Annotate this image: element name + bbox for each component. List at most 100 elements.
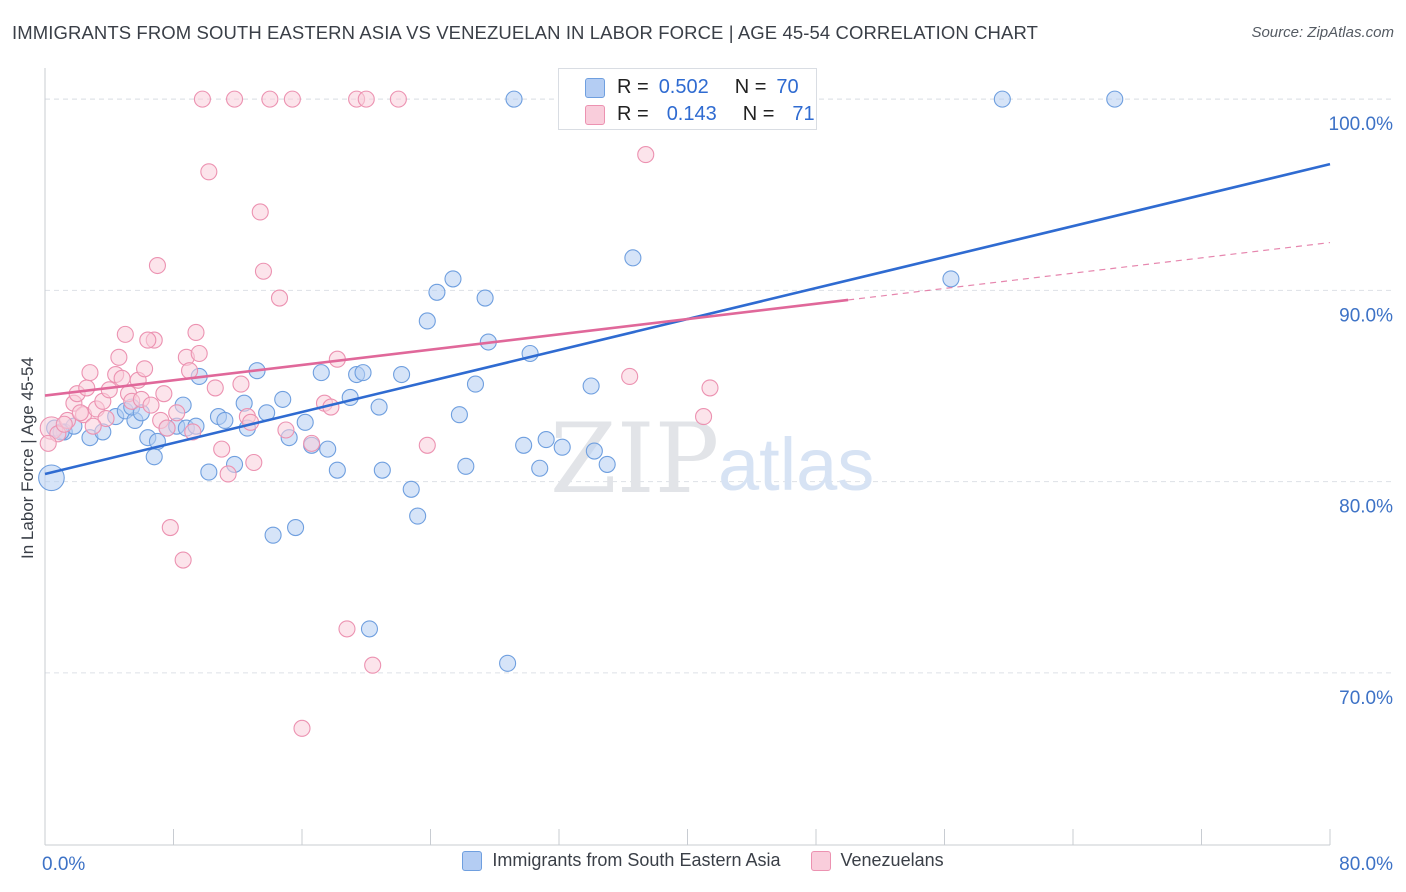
axis-layer — [44, 68, 1331, 846]
pink-point — [142, 396, 160, 414]
stats-row-blue: R = 0.502 N = 70 — [585, 76, 799, 99]
pink-point — [113, 369, 131, 387]
blue-swatch — [585, 77, 605, 98]
legend: Immigrants from South Eastern Asia Venez… — [0, 850, 1406, 871]
pink-point — [116, 325, 134, 343]
pink-point — [270, 289, 289, 307]
x-tick-label: 80.0% — [1339, 854, 1393, 875]
blue-point — [264, 526, 282, 544]
pink-point — [389, 90, 407, 108]
blue-point — [444, 270, 462, 288]
stats-row-pink: R = 0.143 N = 71 — [585, 103, 815, 126]
pink-point — [701, 379, 719, 397]
pink-point — [84, 417, 102, 435]
blue-point — [418, 312, 436, 330]
blue-point — [553, 438, 571, 456]
r-label: R = — [617, 103, 649, 125]
pink-point — [184, 423, 202, 441]
blue-point — [354, 364, 372, 382]
blue-point — [274, 390, 292, 408]
legend-item-blue[interactable]: Immigrants from South Eastern Asia — [462, 850, 781, 871]
pink-point — [174, 551, 192, 569]
pink-point — [139, 331, 157, 349]
y-tick-label: 90.0% — [1339, 305, 1393, 326]
pink-point — [254, 262, 273, 280]
pink-point — [158, 419, 176, 437]
pink-point — [283, 90, 301, 108]
pink-point — [357, 90, 375, 108]
blue-point — [1106, 90, 1124, 108]
blue-point — [370, 398, 388, 416]
legend-blue-swatch — [462, 850, 483, 871]
blue-point — [319, 440, 337, 458]
pink-point — [213, 440, 231, 458]
legend-pink-swatch — [810, 850, 831, 871]
blue-point — [531, 459, 549, 477]
watermark-zip: ZIP — [550, 403, 719, 515]
points-layer — [38, 90, 1124, 737]
pink-point — [232, 375, 250, 393]
blue-point — [505, 90, 523, 108]
n-label: N = — [734, 76, 767, 98]
pink-point — [97, 409, 115, 428]
watermark: ZIP atlas — [550, 403, 874, 515]
pink-point — [261, 90, 279, 108]
legend-item-pink[interactable]: Venezuelans — [810, 850, 944, 871]
trend-line-pink — [44, 298, 849, 397]
pink-point — [637, 146, 655, 164]
pink-point — [200, 163, 218, 181]
blue-point — [624, 249, 642, 267]
blue-point — [428, 283, 446, 301]
pink-point — [193, 90, 211, 108]
pink-point — [245, 453, 263, 472]
pink-point — [293, 719, 311, 737]
legend-blue-label: Immigrants from South Eastern Asia — [492, 850, 781, 870]
blue-point — [466, 375, 485, 393]
pink-point — [219, 465, 237, 483]
pink-point — [277, 421, 295, 439]
blue-point — [360, 620, 379, 638]
r-value-blue: 0.502 — [658, 76, 709, 98]
y-axis-title: In Labor Force | Age 45-54 — [18, 357, 37, 559]
pink-point — [136, 360, 154, 378]
pink-point — [303, 434, 321, 452]
pink-point — [168, 404, 186, 422]
blue-point — [38, 464, 65, 492]
y-tick-label: 70.0% — [1339, 688, 1393, 709]
blue-point — [402, 480, 420, 498]
blue-point — [296, 413, 314, 431]
pink-point — [71, 404, 89, 422]
blue-point — [585, 442, 603, 460]
n-value-blue: 70 — [776, 76, 799, 98]
pink-point — [187, 323, 205, 342]
watermark-atlas: atlas — [718, 423, 874, 506]
r-label: R = — [617, 76, 649, 98]
blue-point — [312, 364, 330, 382]
y-tick-label: 100.0% — [1329, 114, 1394, 135]
blue-point — [216, 411, 234, 429]
blue-point — [457, 457, 475, 475]
n-value-pink: 71 — [792, 103, 815, 125]
stats-box: R = 0.502 N = 70 R = 0.143 N = 71 — [558, 68, 817, 130]
n-label: N = — [742, 103, 775, 125]
x-tick-label: 0.0% — [42, 854, 85, 875]
legend-pink-label: Venezuelans — [840, 850, 944, 870]
trend-layer — [44, 162, 1331, 476]
blue-point — [598, 455, 616, 473]
pink-point — [155, 385, 173, 403]
blue-point — [200, 463, 218, 481]
blue-point — [499, 654, 517, 672]
pink-point — [251, 203, 269, 221]
blue-point — [942, 270, 960, 288]
y-tick-label: 80.0% — [1339, 497, 1393, 518]
pink-point — [190, 344, 208, 363]
pink-point — [39, 434, 57, 452]
pink-point — [110, 348, 128, 366]
blue-point — [373, 461, 391, 479]
blue-point — [450, 406, 468, 424]
blue-point — [582, 377, 600, 395]
blue-point — [515, 436, 533, 454]
blue-point — [993, 90, 1011, 108]
pink-point — [225, 90, 244, 108]
r-value-pink: 0.143 — [666, 103, 717, 125]
